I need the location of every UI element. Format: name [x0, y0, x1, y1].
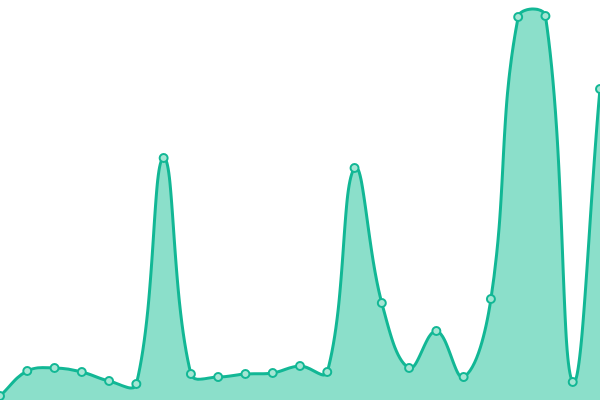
data-point-marker — [485, 294, 496, 304]
data-point-marker — [267, 368, 278, 378]
data-point-marker — [0, 391, 5, 400]
data-point-marker — [540, 11, 551, 21]
data-point-marker — [213, 372, 224, 382]
data-point-marker — [76, 367, 87, 377]
area-line — [0, 7, 600, 398]
data-point-marker — [349, 163, 360, 173]
data-point-marker — [295, 361, 305, 371]
data-point-marker — [322, 367, 333, 377]
data-point-marker — [431, 326, 442, 336]
data-point-marker — [376, 298, 387, 308]
data-point-marker — [404, 363, 415, 373]
data-point-marker — [49, 363, 60, 373]
data-point-marker — [513, 12, 524, 22]
data-point-marker — [131, 379, 142, 389]
data-point-marker — [158, 153, 169, 163]
data-point-marker — [240, 369, 251, 379]
data-point-marker — [185, 369, 196, 379]
data-point-marker — [567, 377, 578, 387]
data-point-marker — [104, 376, 115, 386]
data-point-marker — [22, 366, 33, 376]
data-point-marker — [595, 84, 600, 94]
data-point-marker — [458, 372, 469, 382]
